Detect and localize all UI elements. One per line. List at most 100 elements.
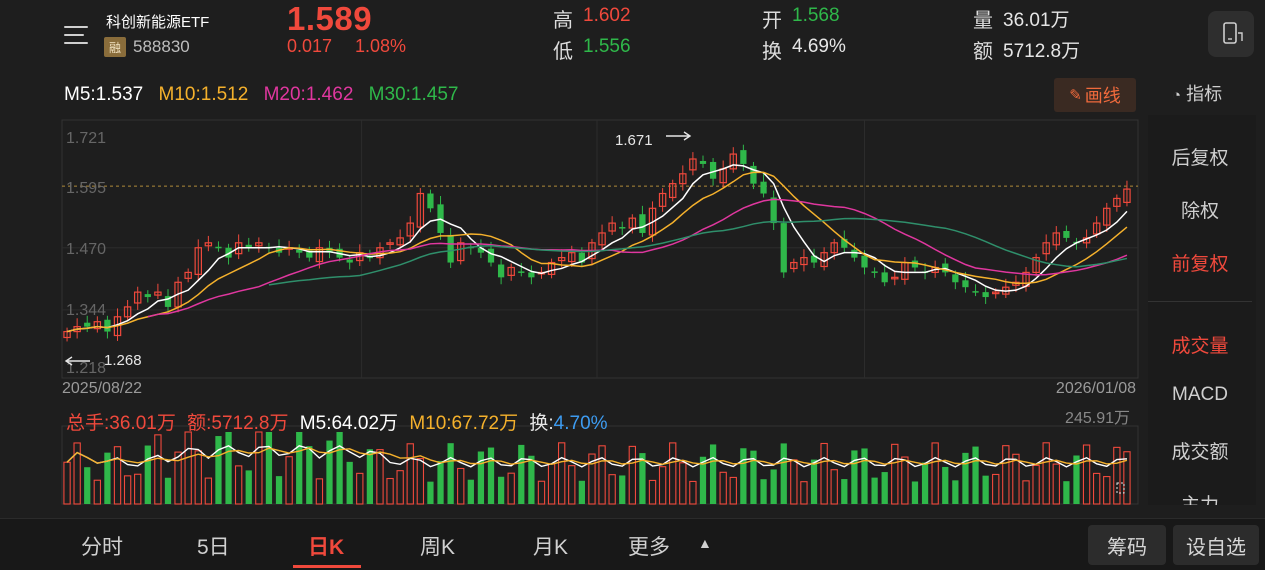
landscape-toggle-button[interactable] (1208, 11, 1254, 57)
price-change-pct: 1.08% (355, 36, 407, 56)
volume-bar (861, 448, 868, 504)
volume-bar (376, 449, 384, 505)
start-date-label: 2025/08/22 (62, 380, 142, 397)
candle-body (871, 271, 878, 273)
volume-label: 量 (973, 10, 993, 32)
candle-body (982, 292, 989, 298)
side-item-macd[interactable]: MACD (1172, 384, 1228, 405)
candle-body (507, 266, 515, 276)
volume-max-label: 245.91万 (1065, 410, 1130, 427)
chip-distribution-button[interactable]: 筹码 (1088, 525, 1166, 565)
candle-body (1123, 188, 1131, 203)
volume-bar (790, 459, 798, 505)
candle-body (891, 276, 899, 280)
side-item-pre-adjust[interactable]: 前复权 (1171, 254, 1229, 275)
tab-monthly-k[interactable]: 月K (533, 536, 569, 559)
add-watchlist-button[interactable]: 设自选 (1173, 525, 1259, 565)
side-item-ex-rights[interactable]: 除权 (1180, 201, 1219, 222)
volume-bar (234, 465, 243, 505)
amount-value: 5712.8万 (1003, 41, 1081, 62)
candle-body (1103, 207, 1111, 226)
side-item-volume[interactable]: 成交量 (1171, 336, 1229, 357)
tab-more[interactable]: 更多 (628, 536, 670, 559)
candle-body (204, 242, 213, 247)
ma10-line (66, 171, 1128, 333)
volume-total: 总手:36.01万 (66, 413, 176, 434)
side-item-main-force[interactable]: 主力 (1148, 490, 1252, 505)
volume-bar (851, 450, 858, 504)
candle-body (780, 223, 787, 273)
candle-body (952, 274, 959, 283)
volume-bar (123, 475, 132, 505)
tab-intraday[interactable]: 分时 (81, 536, 123, 559)
volume-bar (507, 472, 515, 505)
volume-bar (144, 445, 151, 504)
volume-bar (174, 451, 182, 505)
candle-body (668, 183, 677, 199)
volume-bar (113, 446, 122, 505)
volume-bar (134, 473, 142, 505)
volume-bar (1012, 453, 1020, 505)
volume-bar (1092, 472, 1101, 505)
volume-bar (658, 466, 667, 505)
turnover-label: 换 (762, 41, 782, 63)
candle-body (487, 248, 495, 263)
candle-body (184, 271, 192, 279)
volume-ma5: M5:64.02万 (299, 413, 399, 434)
y-tick-label: 1.470 (66, 241, 106, 258)
volume-bar (104, 452, 111, 504)
candle-body (447, 234, 454, 263)
volume-ma5-line (66, 444, 1128, 468)
candle-body (709, 161, 717, 179)
candle-body (699, 160, 707, 164)
volume-bar (669, 442, 677, 505)
volume-bar (679, 462, 687, 505)
candle-body (144, 294, 151, 298)
tab-5day[interactable]: 5日 (197, 536, 230, 559)
candle-body (306, 250, 313, 258)
price-change: 0.017 (287, 36, 333, 56)
candle-body (93, 321, 102, 330)
side-item-amount[interactable]: 成交额 (1171, 442, 1229, 463)
caret-up-icon[interactable]: ▲ (698, 535, 712, 551)
volume-bar (255, 431, 263, 505)
volume-bar (437, 460, 444, 504)
candle-body (477, 247, 485, 253)
volume-bar (457, 467, 465, 505)
quote-header: 科创新能源ETF 融 588830 1.589 0.017 1.08% 高 1.… (0, 0, 1265, 72)
volume-bar (275, 476, 283, 504)
volume-legend: 总手:36.01万 额:5712.8万 M5:64.02万 M10:67.72万… (66, 408, 608, 435)
candle-body (1042, 242, 1050, 255)
volume-bar (184, 431, 192, 505)
tab-daily-k[interactable]: 日K (308, 536, 345, 559)
candle-body (608, 222, 616, 232)
candle-body (1063, 230, 1070, 238)
volume-bar (770, 469, 777, 504)
volume-bar (628, 445, 637, 505)
volume-bar (164, 477, 172, 504)
volume-bar (972, 446, 979, 504)
tab-weekly-k[interactable]: 周K (420, 536, 456, 559)
volume-bar (891, 443, 899, 505)
volume-ma10-line (66, 447, 1128, 466)
volume-bar (608, 474, 616, 505)
indicator-button[interactable]: ◔ 指标 (1172, 80, 1222, 106)
volume-bar (982, 475, 989, 504)
volume-bar (740, 448, 747, 504)
candle-body (386, 242, 394, 245)
volume-turnover-label: 换: (529, 413, 554, 434)
volume-turnover: 4.70% (553, 413, 608, 434)
gauge-icon: ◔ (1172, 87, 1182, 104)
draw-line-button[interactable]: ✎ 画线 (1054, 78, 1136, 112)
volume-bar (386, 477, 394, 505)
side-item-post-adjust[interactable]: 后复权 (1171, 148, 1229, 169)
kline-chart[interactable]: 1.721 1.595 1.470 1.344 1.218 2025/08/22… (0, 110, 1145, 510)
volume-bar (750, 450, 757, 504)
candle-body (416, 192, 425, 228)
price-pane-frame (61, 119, 1139, 379)
menu-icon[interactable] (64, 24, 92, 46)
candle-body (133, 291, 142, 304)
candle-body (689, 158, 697, 171)
volume-bar (729, 476, 737, 505)
volume-bar (245, 470, 252, 504)
